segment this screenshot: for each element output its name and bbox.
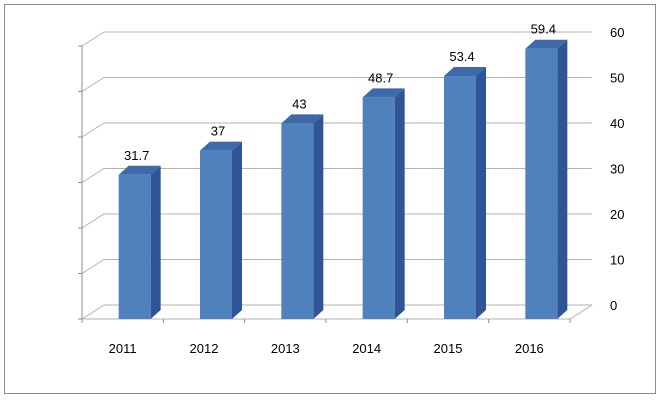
bar-top xyxy=(281,114,324,124)
data-label: 59.4 xyxy=(531,22,556,37)
bar-top xyxy=(444,67,486,77)
gridline xyxy=(81,213,592,229)
bar-side xyxy=(476,67,486,319)
bar-side xyxy=(232,141,242,319)
x-tick-label: 2014 xyxy=(352,341,381,356)
bar xyxy=(525,48,558,319)
gridline xyxy=(81,31,592,47)
bar xyxy=(444,76,476,319)
bar-top xyxy=(525,39,568,49)
gridline xyxy=(81,122,592,138)
data-label: 53.4 xyxy=(449,49,474,64)
bar-side xyxy=(150,165,161,319)
bar-top xyxy=(200,141,242,151)
bar-top xyxy=(118,165,161,175)
bar-side xyxy=(394,88,405,319)
x-tick-label: 2013 xyxy=(271,341,300,356)
data-labels: 31.7 37 43 48.7 53.4 59.4 xyxy=(124,22,556,163)
gridline xyxy=(81,304,592,320)
gridlines xyxy=(81,31,593,320)
y-tick-label: 20 xyxy=(610,207,624,222)
data-label: 48.7 xyxy=(368,70,393,85)
gridline xyxy=(81,259,592,274)
data-label: 37 xyxy=(211,124,225,139)
bar-top xyxy=(362,88,405,98)
y-tick-label: 0 xyxy=(610,298,617,313)
y-tick-label: 10 xyxy=(610,253,624,268)
data-label: 31.7 xyxy=(124,148,149,163)
x-tick-label: 2012 xyxy=(190,341,219,356)
axes xyxy=(78,45,571,323)
bar xyxy=(362,97,395,319)
tick-labels: 0 10 20 30 40 50 60 2011 2012 2013 2014 2015 2016 xyxy=(109,25,625,356)
bar-side xyxy=(557,39,568,319)
x-tick-label: 2016 xyxy=(515,341,544,356)
bar xyxy=(281,123,314,319)
data-label: 43 xyxy=(292,96,306,111)
gridline xyxy=(81,168,592,183)
x-tick-label: 2015 xyxy=(434,341,463,356)
bar xyxy=(200,150,232,319)
y-tick-label: 40 xyxy=(610,116,624,131)
y-tick-label: 50 xyxy=(610,71,624,86)
gridline xyxy=(81,77,592,92)
y-tick-label: 60 xyxy=(610,25,624,40)
bars xyxy=(118,39,568,319)
y-tick-label: 30 xyxy=(610,162,624,177)
x-tick-label: 2011 xyxy=(109,341,137,356)
bar xyxy=(118,174,151,319)
bar-side xyxy=(313,114,324,319)
